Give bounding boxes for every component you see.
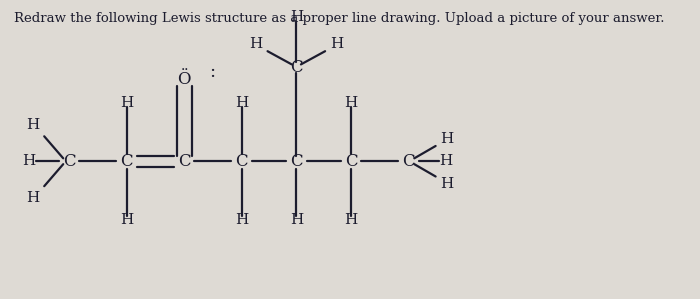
Text: C: C bbox=[402, 153, 415, 170]
Text: C: C bbox=[63, 153, 76, 170]
Text: H: H bbox=[235, 96, 248, 109]
Text: C: C bbox=[290, 59, 302, 76]
Text: H: H bbox=[249, 37, 262, 51]
Text: C: C bbox=[178, 153, 190, 170]
Text: H: H bbox=[235, 213, 248, 227]
Text: H: H bbox=[120, 213, 133, 227]
Text: H: H bbox=[22, 154, 35, 168]
Text: Redraw the following Lewis structure as a proper line drawing. Upload a picture : Redraw the following Lewis structure as … bbox=[14, 12, 665, 25]
Text: H: H bbox=[290, 10, 303, 25]
Text: C: C bbox=[290, 153, 302, 170]
Text: H: H bbox=[120, 96, 133, 109]
Text: Ö: Ö bbox=[177, 71, 191, 88]
Text: H: H bbox=[344, 96, 358, 109]
Text: :: : bbox=[209, 63, 215, 81]
Text: H: H bbox=[290, 213, 303, 227]
Text: H: H bbox=[440, 132, 454, 146]
Text: H: H bbox=[440, 177, 454, 191]
Text: H: H bbox=[26, 191, 39, 205]
Text: C: C bbox=[344, 153, 357, 170]
Text: H: H bbox=[330, 37, 343, 51]
Text: C: C bbox=[120, 153, 133, 170]
Text: H: H bbox=[344, 213, 358, 227]
Text: H: H bbox=[26, 118, 39, 132]
Text: C: C bbox=[235, 153, 248, 170]
Text: H: H bbox=[440, 154, 453, 168]
